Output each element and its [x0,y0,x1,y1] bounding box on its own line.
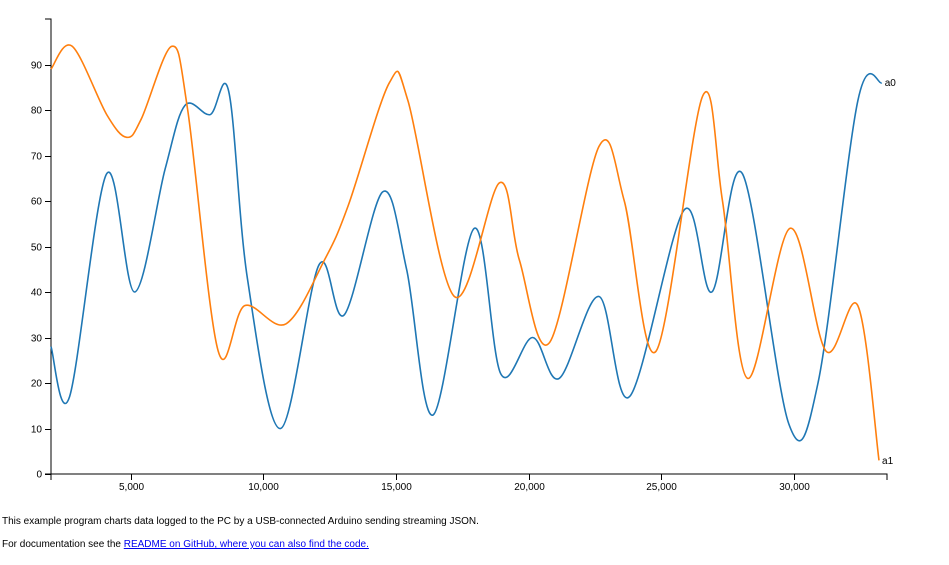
y-tick: 20 [31,379,51,390]
x-tick: 25,000 [646,474,677,493]
y-tick: 60 [31,197,51,208]
caption-description: This example program charts data logged … [2,516,479,527]
y-tick-label: 30 [31,334,43,345]
series-line-a1 [50,44,880,461]
x-tick: 30,000 [779,474,810,493]
x-axis: 5,000 10,000 15,000 20,000 25,000 30,000 [50,473,888,493]
x-tick-label: 20,000 [514,482,545,493]
series-layer: a0 a1 [50,44,897,467]
y-tick-label: 0 [36,470,42,481]
y-tick: 30 [31,334,51,345]
y-tick: 40 [31,288,51,299]
x-tick-label: 30,000 [779,482,810,493]
x-axis-line [50,473,888,480]
x-tick: 20,000 [514,474,545,493]
y-tick-label: 60 [31,197,43,208]
readme-link[interactable]: README on GitHub, where you can also fin… [123,539,369,550]
series-line-a0 [50,72,883,442]
line-chart: 0 10 20 30 40 50 60 70 80 90 5,000 10,000 15,000 20,… [31,18,897,493]
y-tick: 0 [36,470,51,481]
caption-doc-prefix: For documentation see the [2,539,124,550]
y-tick-label: 90 [31,61,43,72]
x-tick: 5,000 [119,474,144,493]
series-a0: a0 [50,72,897,442]
x-tick-label: 10,000 [248,482,279,493]
caption-documentation: For documentation see the README on GitH… [2,539,369,551]
series-label-a0: a0 [885,78,897,89]
x-tick-label: 15,000 [381,482,412,493]
y-tick: 70 [31,152,51,163]
y-tick: 50 [31,243,51,254]
x-tick: 15,000 [381,474,412,493]
y-tick: 80 [31,106,51,117]
x-tick: 10,000 [248,474,279,493]
x-tick-label: 25,000 [646,482,677,493]
y-tick-label: 20 [31,379,43,390]
y-tick: 10 [31,425,51,436]
x-tick-label: 5,000 [119,482,144,493]
y-tick: 90 [31,61,51,72]
y-axis-line [45,18,52,475]
series-a1: a1 [50,44,894,467]
y-tick-label: 70 [31,152,43,163]
y-axis: 0 10 20 30 40 50 60 70 80 90 [31,18,52,481]
series-label-a1: a1 [882,456,894,467]
y-tick-label: 40 [31,288,43,299]
y-tick-label: 50 [31,243,43,254]
y-tick-label: 10 [31,425,43,436]
y-tick-label: 80 [31,106,43,117]
